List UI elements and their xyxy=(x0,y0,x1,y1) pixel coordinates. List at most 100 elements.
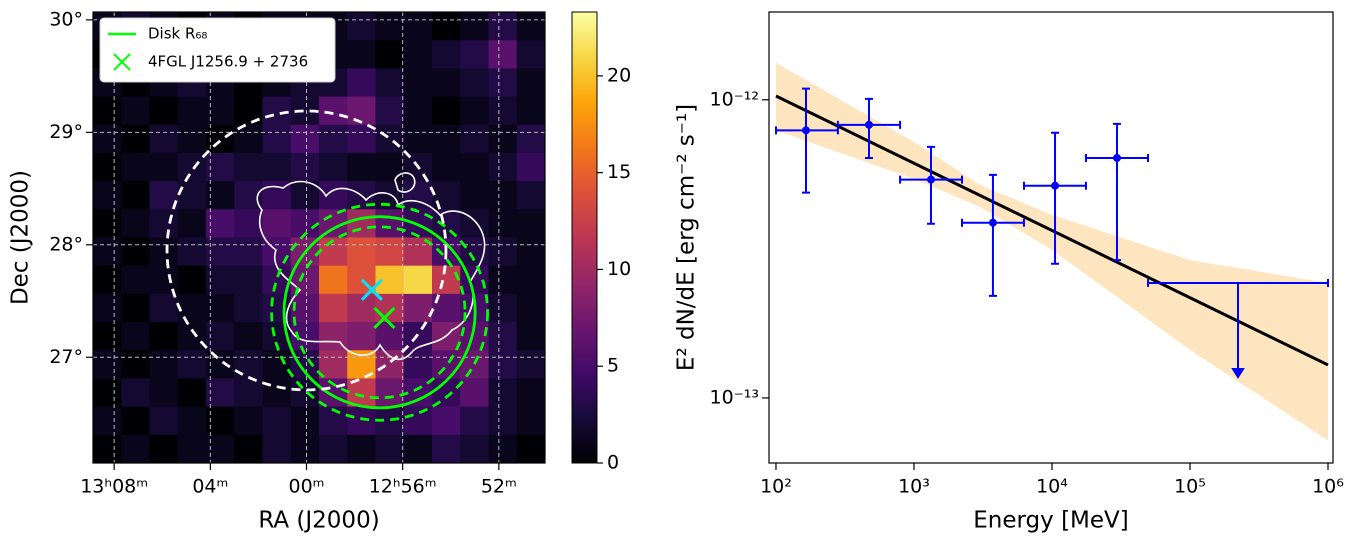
map-pixel xyxy=(149,350,179,379)
map-pixel xyxy=(460,124,489,154)
map-pixel xyxy=(460,434,489,463)
y-tick-label: 28° xyxy=(49,233,83,255)
map-pixel xyxy=(375,434,405,463)
map-pixel xyxy=(432,209,461,238)
map-pixel xyxy=(93,434,122,463)
map-pixel xyxy=(177,209,207,238)
map-pixel xyxy=(234,322,263,351)
map-pixel xyxy=(121,293,150,323)
map-pixel xyxy=(319,293,348,323)
x-axis-label: Energy [MeV] xyxy=(973,508,1129,534)
map-pixel xyxy=(516,68,545,98)
map-pixel xyxy=(121,378,150,408)
map-pixel xyxy=(432,350,461,379)
map-pixel xyxy=(262,96,292,126)
map-pixel xyxy=(234,152,263,182)
colorbar xyxy=(571,11,598,464)
map-pixel xyxy=(488,96,518,126)
map-pixel xyxy=(262,434,292,463)
map-pixel xyxy=(347,152,376,182)
source-marker xyxy=(360,278,383,301)
plot-frame xyxy=(768,11,1334,464)
map-pixel xyxy=(290,181,320,210)
map-pixel xyxy=(488,68,518,98)
map-pixel xyxy=(290,434,320,463)
region-circle-error xyxy=(292,225,467,400)
map-pixel xyxy=(347,406,376,436)
map-pixel xyxy=(432,12,461,41)
map-pixel xyxy=(347,434,376,463)
map-pixel xyxy=(149,152,179,182)
map-pixel xyxy=(460,152,489,182)
contour xyxy=(394,172,416,193)
map-pixel xyxy=(488,434,518,463)
y-tick-label: 10⁻¹³ xyxy=(710,386,759,408)
data-point xyxy=(864,120,873,129)
map-pixel xyxy=(234,406,263,436)
legend-box xyxy=(99,17,336,83)
map-pixel xyxy=(262,209,292,238)
map-pixel xyxy=(93,378,122,408)
map-pixel xyxy=(432,124,461,154)
map-pixel xyxy=(432,406,461,436)
map-pixel xyxy=(93,152,122,182)
data-point xyxy=(1051,181,1060,190)
map-pixel xyxy=(488,181,518,210)
map-pixel xyxy=(319,350,348,379)
map-pixel xyxy=(290,406,320,436)
map-pixel xyxy=(319,181,348,210)
map-pixel xyxy=(516,40,545,69)
map-pixel xyxy=(177,265,207,295)
map-pixel xyxy=(432,434,461,463)
map-pixel xyxy=(403,12,433,41)
map-pixel xyxy=(149,322,179,351)
map-pixel xyxy=(93,237,122,267)
upper-limit-arrow xyxy=(1231,281,1245,379)
map-pixel xyxy=(516,181,545,210)
map-pixel xyxy=(488,40,518,69)
colorbar-tick-label: 15 xyxy=(607,161,631,183)
x-tick-label: 10² xyxy=(760,476,792,498)
map-pixel xyxy=(93,350,122,379)
map-pixel xyxy=(516,124,545,154)
map-pixel xyxy=(234,96,263,126)
map-pixel xyxy=(347,96,376,126)
map-pixel xyxy=(149,237,179,267)
y-tick-label: 30° xyxy=(49,8,83,30)
map-pixel xyxy=(375,209,405,238)
map-pixel xyxy=(460,40,489,69)
map-pixel xyxy=(121,322,150,351)
map-pixel xyxy=(177,152,207,182)
map-pixel xyxy=(177,350,207,379)
map-pixel xyxy=(432,265,461,295)
colorbar-tick-label: 0 xyxy=(607,452,619,474)
y-axis-label: Dec (J2000) xyxy=(8,170,34,305)
y-error-bar xyxy=(926,145,935,225)
map-pixel xyxy=(319,152,348,182)
map-pixel xyxy=(488,378,518,408)
map-pixel xyxy=(347,12,376,41)
map-pixel xyxy=(516,406,545,436)
y-error-bar xyxy=(801,87,810,194)
map-pixel xyxy=(347,68,376,98)
map-pixel xyxy=(177,406,207,436)
map-pixel xyxy=(516,237,545,267)
map-pixel xyxy=(149,209,179,238)
map-pixel xyxy=(432,40,461,69)
x-tick-label: 10³ xyxy=(898,476,930,498)
map-pixel xyxy=(403,434,433,463)
map-pixel xyxy=(403,40,433,69)
data-point xyxy=(988,218,997,227)
map-pixel xyxy=(121,434,150,463)
map-pixel xyxy=(149,96,179,126)
x-tick-label: 52ᵐ xyxy=(481,476,517,498)
map-pixel xyxy=(149,293,179,323)
map-pixel xyxy=(121,181,150,210)
map-pixel xyxy=(177,96,207,126)
map-pixel xyxy=(488,152,518,182)
map-pixel xyxy=(375,350,405,379)
map-pixel xyxy=(403,96,433,126)
map-pixel xyxy=(347,237,376,267)
map-pixel xyxy=(347,322,376,351)
x-tick-label: 00ᵐ xyxy=(288,476,324,498)
